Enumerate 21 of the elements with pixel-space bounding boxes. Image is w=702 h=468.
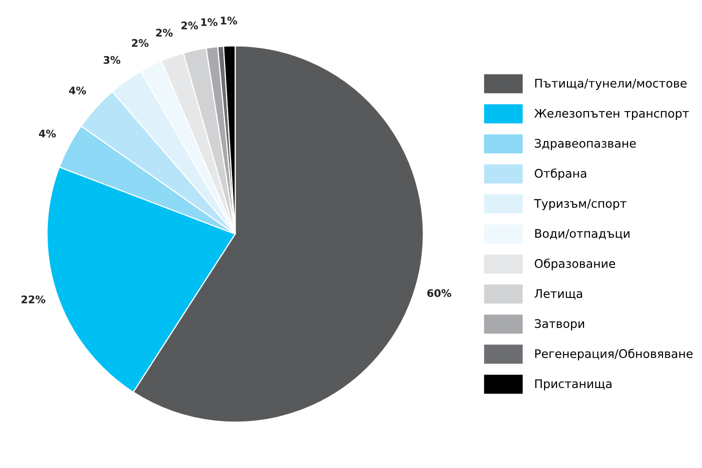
data-label: 2% <box>156 28 173 37</box>
legend-label: Пътища/тунели/мостове <box>535 78 687 90</box>
legend-label: Регенерация/Обновяване <box>535 348 693 360</box>
legend-label: Железопътен транспорт <box>534 108 689 120</box>
legend-label: Образование <box>534 258 616 270</box>
data-label: 1% <box>220 16 238 25</box>
legend-label: Здравеопазване <box>534 138 636 150</box>
data-label: 3% <box>104 56 120 64</box>
legend-label: Отбрана <box>534 168 586 180</box>
data-label: 22% <box>22 295 46 304</box>
data-label: 1% <box>201 18 218 26</box>
legend-label: Туризъм/спорт <box>534 199 626 210</box>
data-label: 2% <box>181 22 198 30</box>
data-label: 4% <box>38 130 56 138</box>
legend-label: Летища <box>534 289 582 300</box>
data-label: 4% <box>69 86 86 94</box>
legend-label: Затвори <box>534 319 584 330</box>
legend-label: Пристанища <box>535 379 612 390</box>
data-label: 60% <box>427 289 452 298</box>
legend-label: Води/отпадъци <box>535 229 630 240</box>
data-label: 2% <box>132 39 148 47</box>
